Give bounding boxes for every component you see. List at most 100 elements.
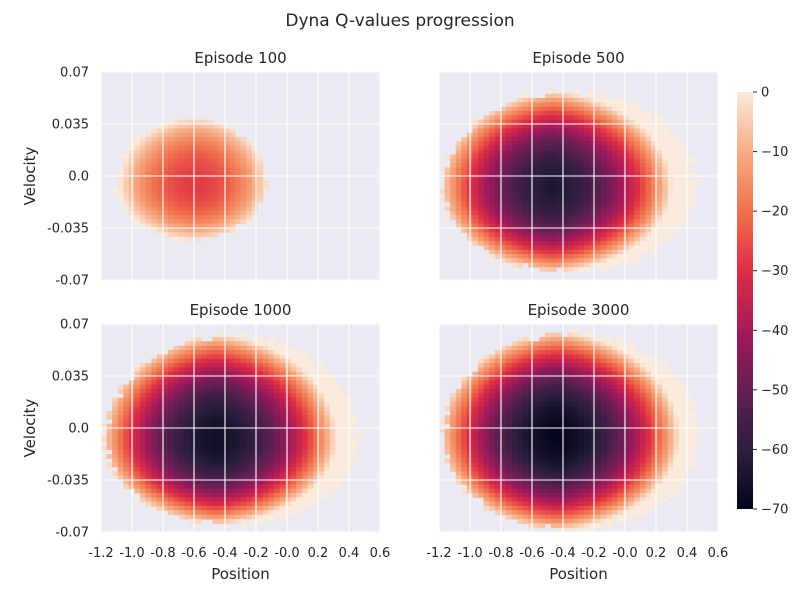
heatmap-cell bbox=[213, 128, 219, 133]
heatmap-cell bbox=[528, 185, 534, 190]
heatmap-cell bbox=[539, 515, 545, 520]
heatmap-cell bbox=[645, 215, 651, 220]
heatmap-cell bbox=[523, 406, 529, 411]
heatmap-cell bbox=[190, 202, 196, 207]
heatmap-cell bbox=[484, 159, 490, 164]
heatmap-cell bbox=[335, 445, 341, 450]
heatmap-cell bbox=[606, 341, 612, 346]
heatmap-cell bbox=[657, 128, 663, 133]
heatmap-cell bbox=[528, 502, 534, 507]
heatmap-cell bbox=[629, 215, 635, 220]
heatmap-cell bbox=[280, 428, 286, 433]
heatmap-cell bbox=[539, 471, 545, 476]
heatmap-cell bbox=[512, 258, 518, 263]
heatmap-cell bbox=[495, 376, 501, 381]
heatmap-cell bbox=[623, 515, 629, 520]
heatmap-cell bbox=[201, 493, 207, 498]
heatmap-cell bbox=[134, 480, 140, 485]
heatmap-cell bbox=[268, 471, 274, 476]
heatmap-cell bbox=[484, 454, 490, 459]
heatmap-cell bbox=[685, 198, 691, 203]
heatmap-cell bbox=[601, 211, 607, 216]
heatmap-cell bbox=[252, 393, 258, 398]
heatmap-cell bbox=[523, 450, 529, 455]
heatmap-cell bbox=[528, 515, 534, 520]
heatmap-cell bbox=[207, 354, 213, 359]
heatmap-cell bbox=[335, 480, 341, 485]
heatmap-cell bbox=[157, 376, 163, 381]
heatmap-cell bbox=[606, 176, 612, 181]
heatmap-cell bbox=[213, 367, 219, 372]
heatmap-cell bbox=[201, 463, 207, 468]
heatmap-cell bbox=[146, 193, 152, 198]
heatmap-cell bbox=[606, 250, 612, 255]
heatmap-cell bbox=[456, 411, 462, 416]
heatmap-cell bbox=[235, 215, 241, 220]
heatmap-cell bbox=[495, 398, 501, 403]
heatmap-cell bbox=[629, 415, 635, 420]
heatmap-cell bbox=[539, 445, 545, 450]
heatmap-cell bbox=[534, 137, 540, 142]
heatmap-cell bbox=[573, 497, 579, 502]
heatmap-cell bbox=[545, 341, 551, 346]
heatmap-cell bbox=[618, 111, 624, 116]
heatmap-cell bbox=[584, 523, 590, 528]
heatmap-cell bbox=[584, 94, 590, 99]
heatmap-cell bbox=[573, 515, 579, 520]
heatmap-cell bbox=[618, 445, 624, 450]
heatmap-cell bbox=[134, 380, 140, 385]
heatmap-cell bbox=[573, 463, 579, 468]
heatmap-cell bbox=[168, 428, 174, 433]
heatmap-cell bbox=[629, 463, 635, 468]
heatmap-cell bbox=[207, 219, 213, 224]
heatmap-cell bbox=[179, 228, 185, 233]
heatmap-cell bbox=[584, 254, 590, 259]
heatmap-cell bbox=[584, 393, 590, 398]
heatmap-cell bbox=[645, 133, 651, 138]
heatmap-cell bbox=[157, 219, 163, 224]
heatmap-cell bbox=[478, 450, 484, 455]
heatmap-cell bbox=[235, 393, 241, 398]
heatmap-cell bbox=[567, 124, 573, 129]
heatmap-cell bbox=[612, 245, 618, 250]
heatmap-cell bbox=[556, 506, 562, 511]
heatmap-cell bbox=[168, 471, 174, 476]
heatmap-cell bbox=[623, 232, 629, 237]
heatmap-cell bbox=[590, 193, 596, 198]
heatmap-cell bbox=[573, 376, 579, 381]
heatmap-cell bbox=[140, 146, 146, 151]
heatmap-cell bbox=[618, 337, 624, 342]
heatmap-cell bbox=[207, 193, 213, 198]
heatmap-cell bbox=[579, 150, 585, 155]
heatmap-cell bbox=[307, 402, 313, 407]
heatmap-cell bbox=[168, 167, 174, 172]
heatmap-cell bbox=[612, 189, 618, 194]
heatmap-cell bbox=[623, 419, 629, 424]
heatmap-cell bbox=[579, 180, 585, 185]
heatmap-cell bbox=[190, 189, 196, 194]
heatmap-cell bbox=[556, 380, 562, 385]
heatmap-cell bbox=[252, 185, 258, 190]
heatmap-cell bbox=[472, 393, 478, 398]
heatmap-cell bbox=[590, 350, 596, 355]
heatmap-cell bbox=[213, 506, 219, 511]
heatmap-cell bbox=[450, 402, 456, 407]
heatmap-cell bbox=[629, 206, 635, 211]
heatmap-cell bbox=[567, 393, 573, 398]
heatmap-cell bbox=[472, 159, 478, 164]
panel-title: Episode 500 bbox=[532, 49, 624, 67]
heatmap-cell bbox=[539, 489, 545, 494]
heatmap-cell bbox=[539, 263, 545, 268]
heatmap-cell bbox=[252, 146, 258, 151]
heatmap-cell bbox=[257, 480, 263, 485]
heatmap-cell bbox=[201, 406, 207, 411]
heatmap-cell bbox=[606, 206, 612, 211]
heatmap-cell bbox=[151, 502, 157, 507]
heatmap-cell bbox=[246, 141, 252, 146]
heatmap-cell bbox=[629, 124, 635, 129]
heatmap-cell bbox=[539, 176, 545, 181]
heatmap-cell bbox=[461, 437, 467, 442]
heatmap-cell bbox=[123, 198, 129, 203]
heatmap-cell bbox=[246, 380, 252, 385]
heatmap-cell bbox=[539, 484, 545, 489]
